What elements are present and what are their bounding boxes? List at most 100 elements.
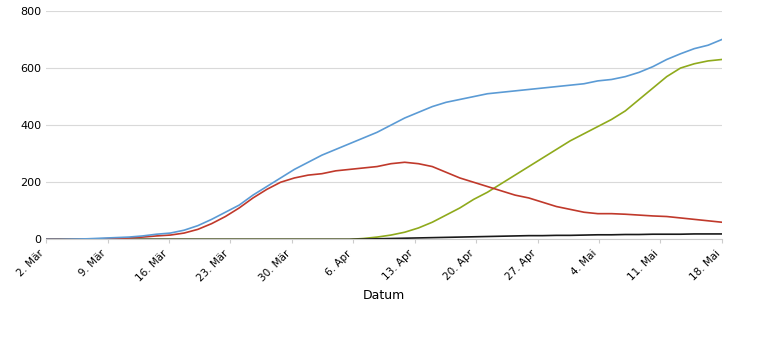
Summe Verstorben bbox=[607, 233, 616, 237]
Summe Verstorben bbox=[511, 234, 520, 238]
Summe Infektionen gesamt bbox=[593, 79, 602, 83]
Summe Verstorben bbox=[290, 237, 299, 241]
Summe aktuell Erkrankte bbox=[138, 235, 147, 239]
Summe aktuell Erkrankte bbox=[41, 237, 51, 241]
Summe Infektionen gesamt bbox=[525, 87, 534, 92]
Summe Genesene bbox=[525, 164, 534, 169]
Summe aktuell Erkrankte bbox=[220, 214, 230, 219]
Summe Verstorben bbox=[469, 235, 478, 239]
Summe aktuell Erkrankte bbox=[717, 220, 727, 224]
Summe Infektionen gesamt bbox=[41, 237, 51, 241]
Summe aktuell Erkrankte bbox=[565, 207, 574, 212]
Summe Infektionen gesamt bbox=[538, 86, 548, 90]
Summe Infektionen gesamt bbox=[497, 90, 506, 94]
Summe Infektionen gesamt bbox=[220, 210, 230, 214]
Summe Verstorben bbox=[703, 232, 713, 236]
Summe Genesene bbox=[138, 237, 147, 241]
Summe Infektionen gesamt bbox=[717, 37, 727, 42]
Summe Genesene bbox=[551, 147, 561, 151]
Summe aktuell Erkrankte bbox=[97, 237, 106, 241]
Summe Genesene bbox=[345, 237, 354, 241]
Summe Infektionen gesamt bbox=[83, 237, 92, 241]
Summe Verstorben bbox=[180, 237, 189, 241]
Summe Infektionen gesamt bbox=[124, 235, 134, 239]
Summe Infektionen gesamt bbox=[621, 75, 630, 79]
Summe Genesene bbox=[111, 237, 120, 241]
Summe Verstorben bbox=[166, 237, 175, 241]
Summe Infektionen gesamt bbox=[483, 92, 492, 96]
Summe Infektionen gesamt bbox=[194, 224, 203, 228]
Summe aktuell Erkrankte bbox=[428, 164, 437, 169]
Summe aktuell Erkrankte bbox=[483, 184, 492, 189]
Summe Verstorben bbox=[538, 233, 548, 238]
Summe Genesene bbox=[276, 237, 285, 241]
Summe Genesene bbox=[124, 237, 134, 241]
Summe aktuell Erkrankte bbox=[607, 212, 616, 216]
Summe Infektionen gesamt bbox=[55, 237, 65, 241]
Summe Genesene bbox=[152, 237, 161, 241]
Line: Summe Genesene: Summe Genesene bbox=[46, 59, 722, 239]
Summe Verstorben bbox=[372, 237, 382, 241]
Summe aktuell Erkrankte bbox=[676, 216, 685, 220]
Summe Verstorben bbox=[138, 237, 147, 241]
Summe Verstorben bbox=[111, 237, 120, 241]
Summe Infektionen gesamt bbox=[469, 94, 478, 99]
Summe Infektionen gesamt bbox=[359, 136, 368, 140]
Summe Infektionen gesamt bbox=[442, 100, 451, 105]
Summe Verstorben bbox=[248, 237, 257, 241]
Summe Genesene bbox=[634, 98, 644, 102]
Summe Verstorben bbox=[303, 237, 313, 241]
Summe aktuell Erkrankte bbox=[194, 227, 203, 232]
Summe Verstorben bbox=[386, 237, 396, 241]
Summe Infektionen gesamt bbox=[551, 84, 561, 89]
Line: Summe Infektionen gesamt: Summe Infektionen gesamt bbox=[46, 39, 722, 239]
Summe Infektionen gesamt bbox=[414, 110, 423, 114]
Summe aktuell Erkrankte bbox=[372, 164, 382, 169]
Summe Infektionen gesamt bbox=[455, 98, 465, 102]
Summe Genesene bbox=[662, 75, 671, 79]
Summe Verstorben bbox=[55, 237, 65, 241]
Summe Genesene bbox=[234, 237, 243, 241]
Summe Genesene bbox=[69, 237, 78, 241]
Summe aktuell Erkrankte bbox=[69, 237, 78, 241]
Summe aktuell Erkrankte bbox=[662, 214, 671, 219]
Summe Genesene bbox=[621, 109, 630, 113]
Summe Genesene bbox=[248, 237, 257, 241]
Summe Genesene bbox=[180, 237, 189, 241]
Summe Genesene bbox=[359, 237, 368, 241]
Summe aktuell Erkrankte bbox=[207, 221, 217, 226]
Summe Genesene bbox=[317, 237, 326, 241]
Summe Genesene bbox=[220, 237, 230, 241]
Summe aktuell Erkrankte bbox=[497, 189, 506, 193]
Summe Verstorben bbox=[400, 236, 409, 240]
Summe aktuell Erkrankte bbox=[414, 162, 423, 166]
Summe aktuell Erkrankte bbox=[124, 236, 134, 240]
Summe aktuell Erkrankte bbox=[234, 206, 243, 210]
Summe aktuell Erkrankte bbox=[634, 213, 644, 217]
Summe Genesene bbox=[41, 237, 51, 241]
Summe Genesene bbox=[372, 235, 382, 239]
Summe Verstorben bbox=[648, 232, 657, 236]
Summe aktuell Erkrankte bbox=[538, 200, 548, 205]
Summe Genesene bbox=[469, 197, 478, 201]
Summe Infektionen gesamt bbox=[111, 235, 120, 240]
Summe Genesene bbox=[593, 125, 602, 129]
Summe aktuell Erkrankte bbox=[180, 231, 189, 235]
Summe Verstorben bbox=[41, 237, 51, 241]
Summe Infektionen gesamt bbox=[138, 234, 147, 238]
Summe aktuell Erkrankte bbox=[455, 176, 465, 180]
Summe Verstorben bbox=[359, 237, 368, 241]
Summe Genesene bbox=[483, 190, 492, 194]
Summe Verstorben bbox=[676, 232, 685, 236]
Summe aktuell Erkrankte bbox=[469, 180, 478, 184]
Summe Genesene bbox=[262, 237, 271, 241]
Summe Genesene bbox=[290, 237, 299, 241]
Summe aktuell Erkrankte bbox=[262, 187, 271, 191]
Line: Summe Verstorben: Summe Verstorben bbox=[46, 234, 722, 239]
Summe Genesene bbox=[303, 237, 313, 241]
Summe Verstorben bbox=[593, 233, 602, 237]
Summe Infektionen gesamt bbox=[248, 193, 257, 197]
Summe Verstorben bbox=[69, 237, 78, 241]
Summe Genesene bbox=[414, 226, 423, 230]
Summe Verstorben bbox=[207, 237, 217, 241]
